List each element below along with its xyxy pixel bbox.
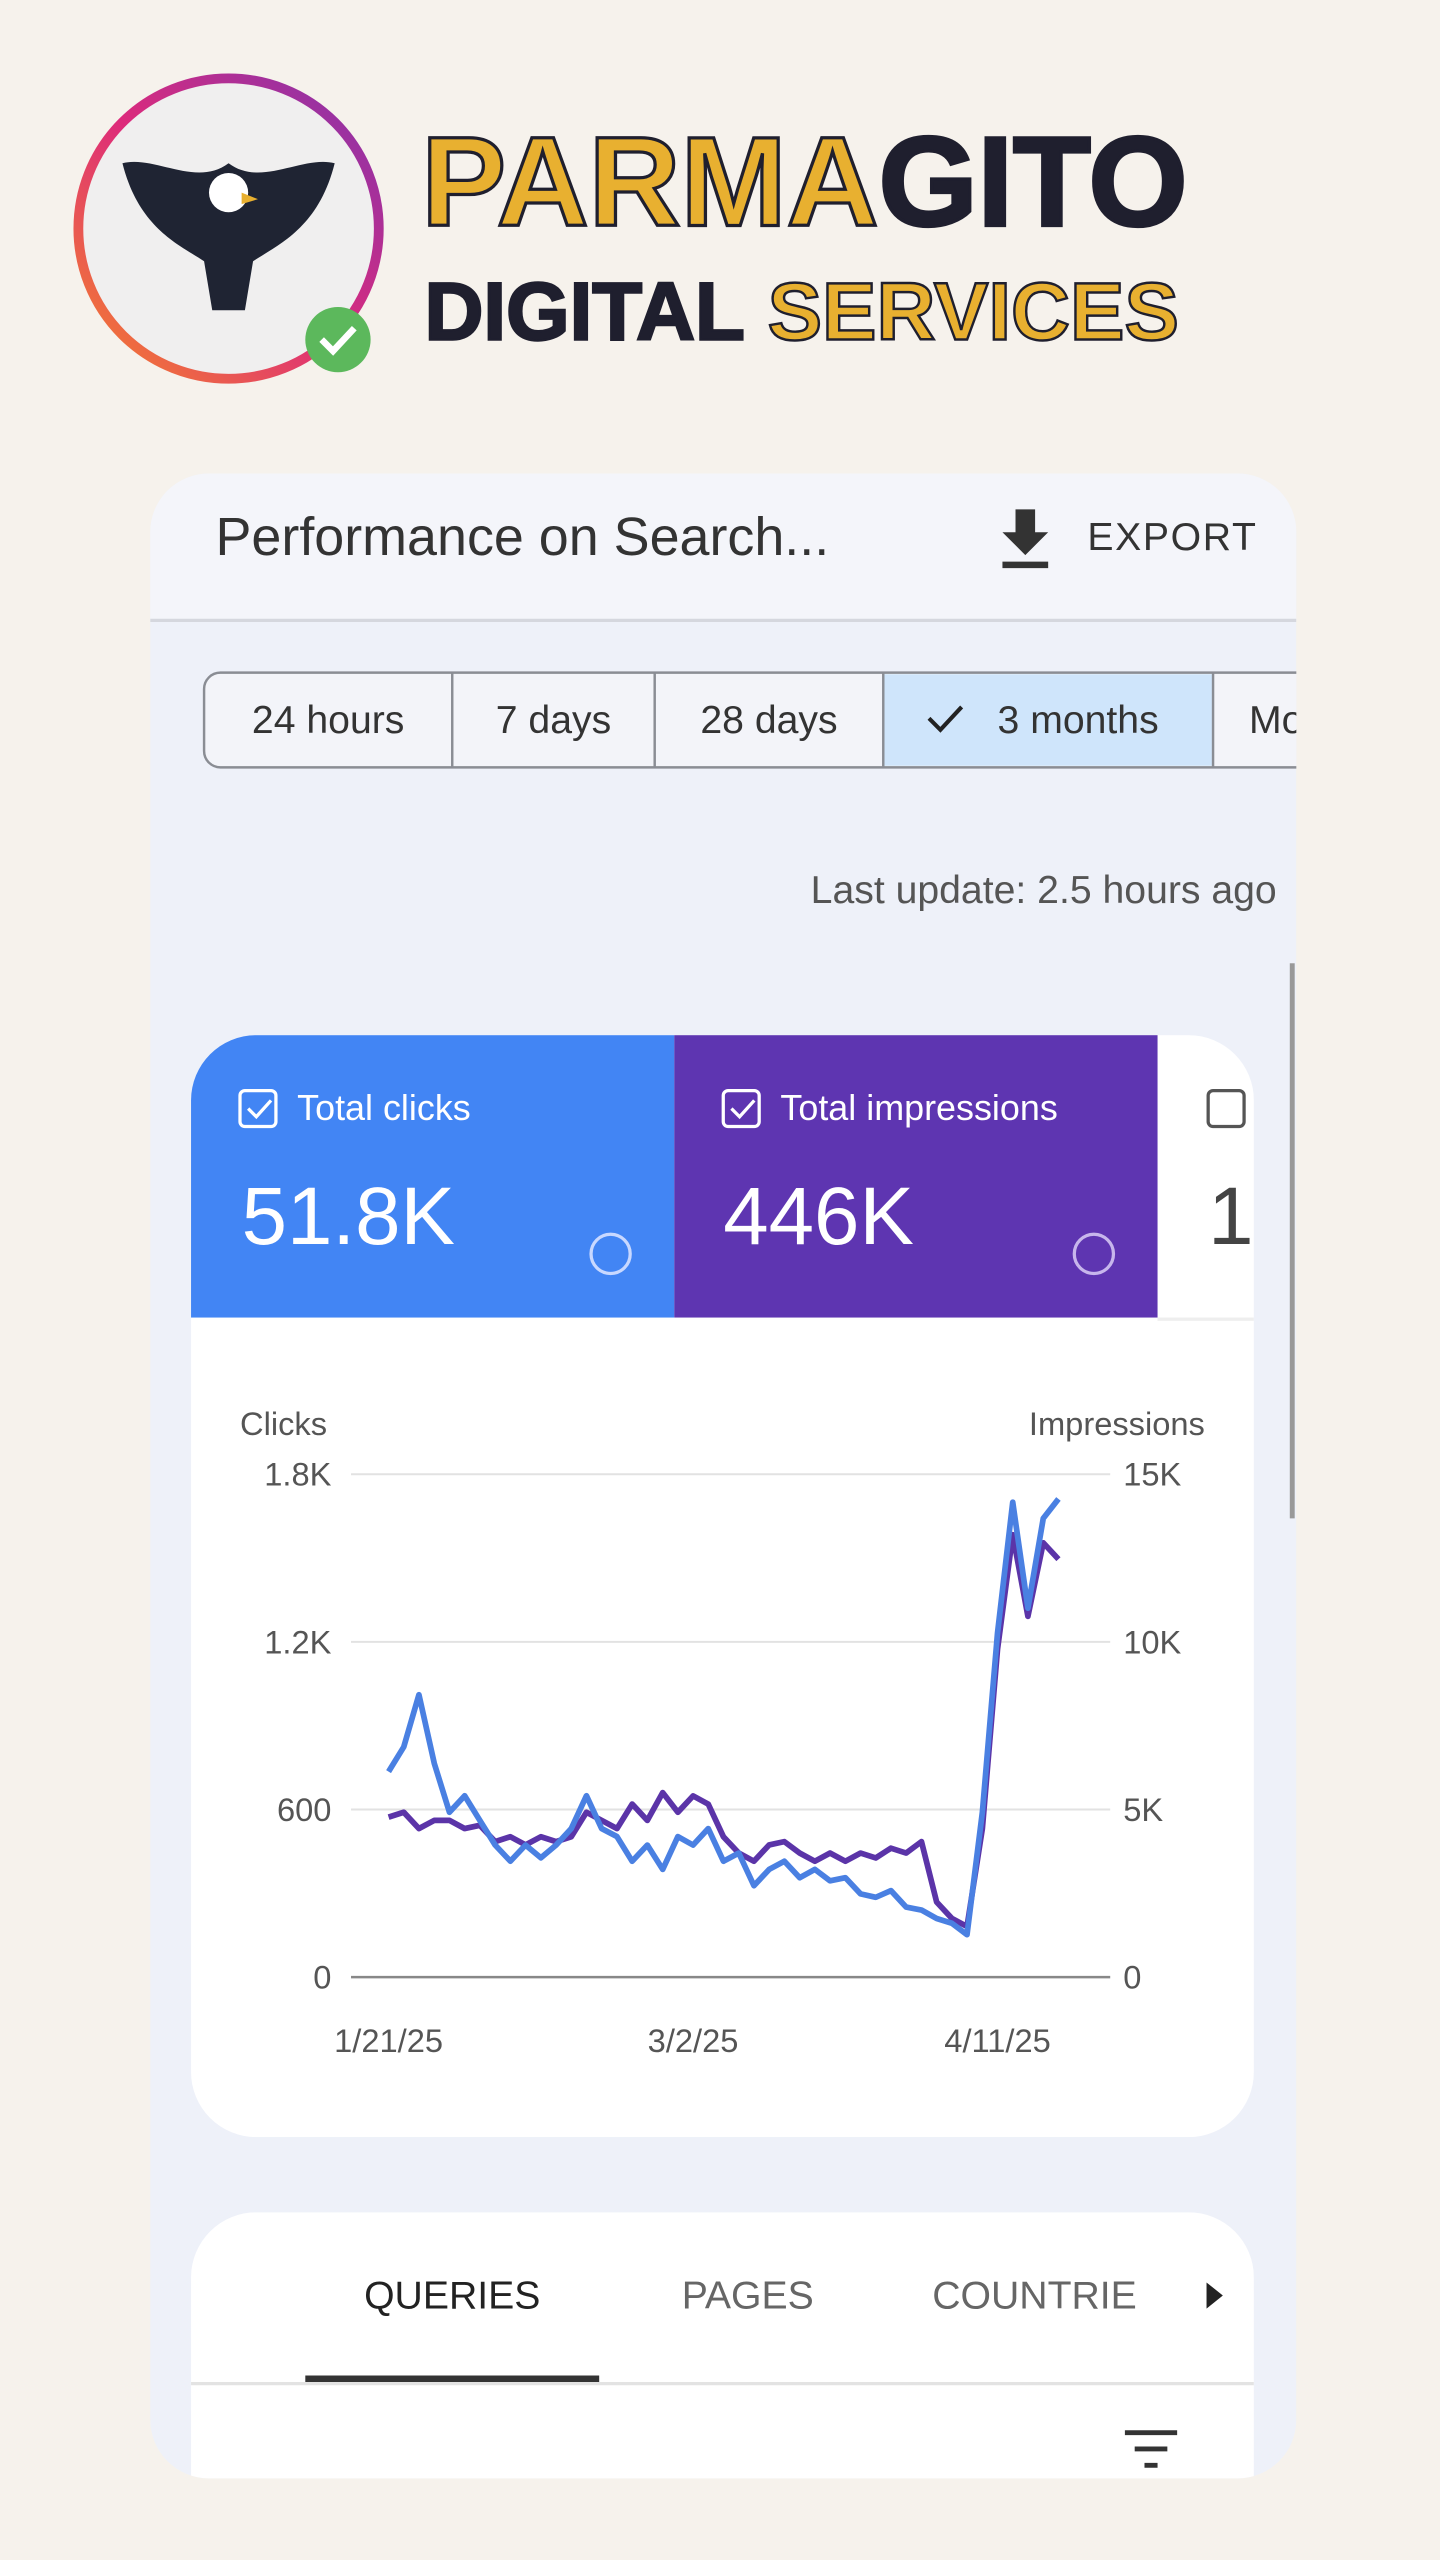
brand-part: PARMA [421,110,878,252]
tab[interactable]: COUNTRIE [932,2275,1137,2318]
top-bar [150,473,1297,621]
x-tick-label: 4/11/25 [944,2022,1050,2059]
filter-chip[interactable]: 3 months [998,699,1159,742]
tab[interactable]: QUERIES [364,2275,540,2318]
y2-tick-label: 10K [1123,1623,1181,1660]
metric-tile[interactable] [674,1035,1158,1318]
brand-part: GITO [879,110,1188,252]
tagline-part: SERVICES [768,267,1179,358]
tab-scroll-arrow[interactable] [1206,2282,1223,2309]
app-card: Performance on Search... EXPORT 24 hours… [150,473,1303,2479]
filter-chip[interactable]: 24 hours [252,699,404,742]
series-line [386,1497,1061,1938]
y-tick-label: 600 [277,1791,331,1828]
x-tick-label: 3/2/25 [648,2022,739,2059]
brand-name: PARMAGITO [421,110,1187,252]
y-tick-label: 1.2K [264,1623,331,1660]
logo [73,73,384,384]
y-axis-title: Clicks [240,1405,327,1442]
y2-tick-label: 0 [1123,1959,1141,1996]
y2-tick-label: 5K [1123,1791,1163,1828]
export-button[interactable]: EXPORT [1087,516,1257,559]
filter-chip[interactable]: 7 days [496,699,611,742]
brand-tagline: DIGITAL SERVICES [424,267,1178,358]
check-icon [927,705,964,733]
chart-card: Total clicks 51.8K Total impressions 446… [191,1035,1254,2138]
filter-selected-bg [883,674,1214,766]
tab-card: QUERIES PAGES COUNTRIE [191,2212,1254,2479]
filter-chip[interactable]: Mo [1249,699,1303,742]
scrollbar [1289,963,1295,1519]
y2-tick-label: 15K [1123,1456,1181,1493]
metric-value: 51.8K [242,1171,455,1262]
metric-value: 1 [1208,1171,1253,1262]
metric-tile[interactable] [191,1035,675,1318]
y-tick-label: 1.8K [264,1456,331,1493]
metric-label: Total impressions [780,1087,1057,1128]
series-line [387,1531,1061,1930]
tagline-part: DIGITAL [424,267,744,358]
metric-label: Total clicks [297,1087,471,1128]
tab-indicator [305,2375,600,2383]
tab[interactable]: PAGES [682,2275,814,2318]
y2-axis-title: Impressions [1029,1405,1205,1442]
metric-value: 446K [723,1171,914,1262]
export-icon[interactable] [1002,509,1049,569]
last-update: Last update: 2.5 hours ago [811,869,1277,912]
x-tick-label: 1/21/25 [334,2022,443,2059]
page-title: Performance on Search... [216,507,830,567]
filter-icon[interactable] [1124,2430,1178,2468]
filter-chip[interactable]: 28 days [700,699,837,742]
y-tick-label: 0 [313,1959,331,1996]
